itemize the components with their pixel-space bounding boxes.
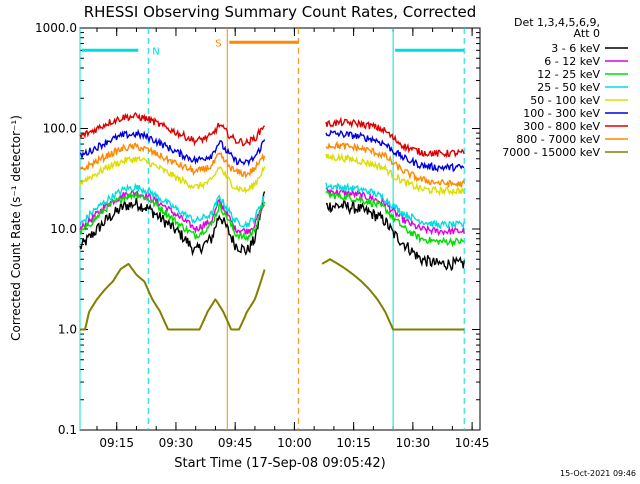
night-label: N xyxy=(152,46,159,57)
legend-entry-label: 50 - 100 keV xyxy=(530,94,600,107)
legend-entry-label: 800 - 7000 keV xyxy=(516,133,600,146)
series-line xyxy=(79,182,265,228)
x-tick-label: 10:00 xyxy=(277,436,312,450)
plot-area: 0.1 1.0 10.0 100.0 1000.0 09:15 09:30 09:45 10:0… xyxy=(35,21,489,450)
y-tick-label: 1.0 xyxy=(58,323,77,337)
y-axis-label: Corrected Count Rate (s⁻¹ detector⁻¹) xyxy=(9,115,23,341)
series-line xyxy=(79,191,266,257)
saa-label: S xyxy=(215,38,221,49)
series-line xyxy=(321,258,465,331)
legend-entry-label: 6 - 12 keV xyxy=(544,55,600,68)
legend-entry-label: 3 - 6 keV xyxy=(551,42,600,55)
series-line xyxy=(325,186,465,237)
legend-entry-label: 100 - 300 keV xyxy=(523,107,600,120)
series-line xyxy=(79,190,266,243)
series-line xyxy=(79,128,266,167)
x-tick-label: 10:15 xyxy=(336,436,371,450)
series-line xyxy=(79,142,266,179)
x-axis-label: Start Time (17-Sep-08 09:05:42) xyxy=(174,456,385,471)
legend-header: Att 0 xyxy=(574,27,600,40)
series-line xyxy=(325,116,465,158)
series-line xyxy=(325,140,465,188)
series-line xyxy=(79,112,266,147)
series-line xyxy=(79,155,266,195)
footer-timestamp: 15-Oct-2021 09:46 xyxy=(560,469,636,478)
series-line xyxy=(325,190,465,248)
x-tick-label: 09:45 xyxy=(218,436,253,450)
series-line xyxy=(325,129,465,173)
y-tick-label: 100.0 xyxy=(43,122,77,136)
legend-entry-label: 7000 - 15000 keV xyxy=(502,146,600,159)
legend-entry-label: 300 - 800 keV xyxy=(523,120,600,133)
legend-entry-label: 12 - 25 keV xyxy=(537,68,600,81)
y-tick-label: 0.1 xyxy=(58,423,77,437)
x-tick-label: 09:15 xyxy=(99,436,134,450)
legend-entry-label: 25 - 50 keV xyxy=(537,81,600,94)
x-tick-label: 10:45 xyxy=(455,436,490,450)
y-tick-label: 10.0 xyxy=(50,222,77,236)
series-line xyxy=(80,262,266,331)
x-tick-label: 09:30 xyxy=(159,436,194,450)
series-line xyxy=(325,152,465,197)
series-line xyxy=(325,182,465,230)
chart-title: RHESSI Observing Summary Count Rates, Co… xyxy=(84,3,477,21)
series-line xyxy=(79,190,266,235)
x-tick-label: 10:30 xyxy=(396,436,431,450)
series-line xyxy=(325,200,465,272)
legend-header: Det 1,3,4,5,6,9, xyxy=(514,16,600,29)
y-tick-label: 1000.0 xyxy=(35,21,77,35)
